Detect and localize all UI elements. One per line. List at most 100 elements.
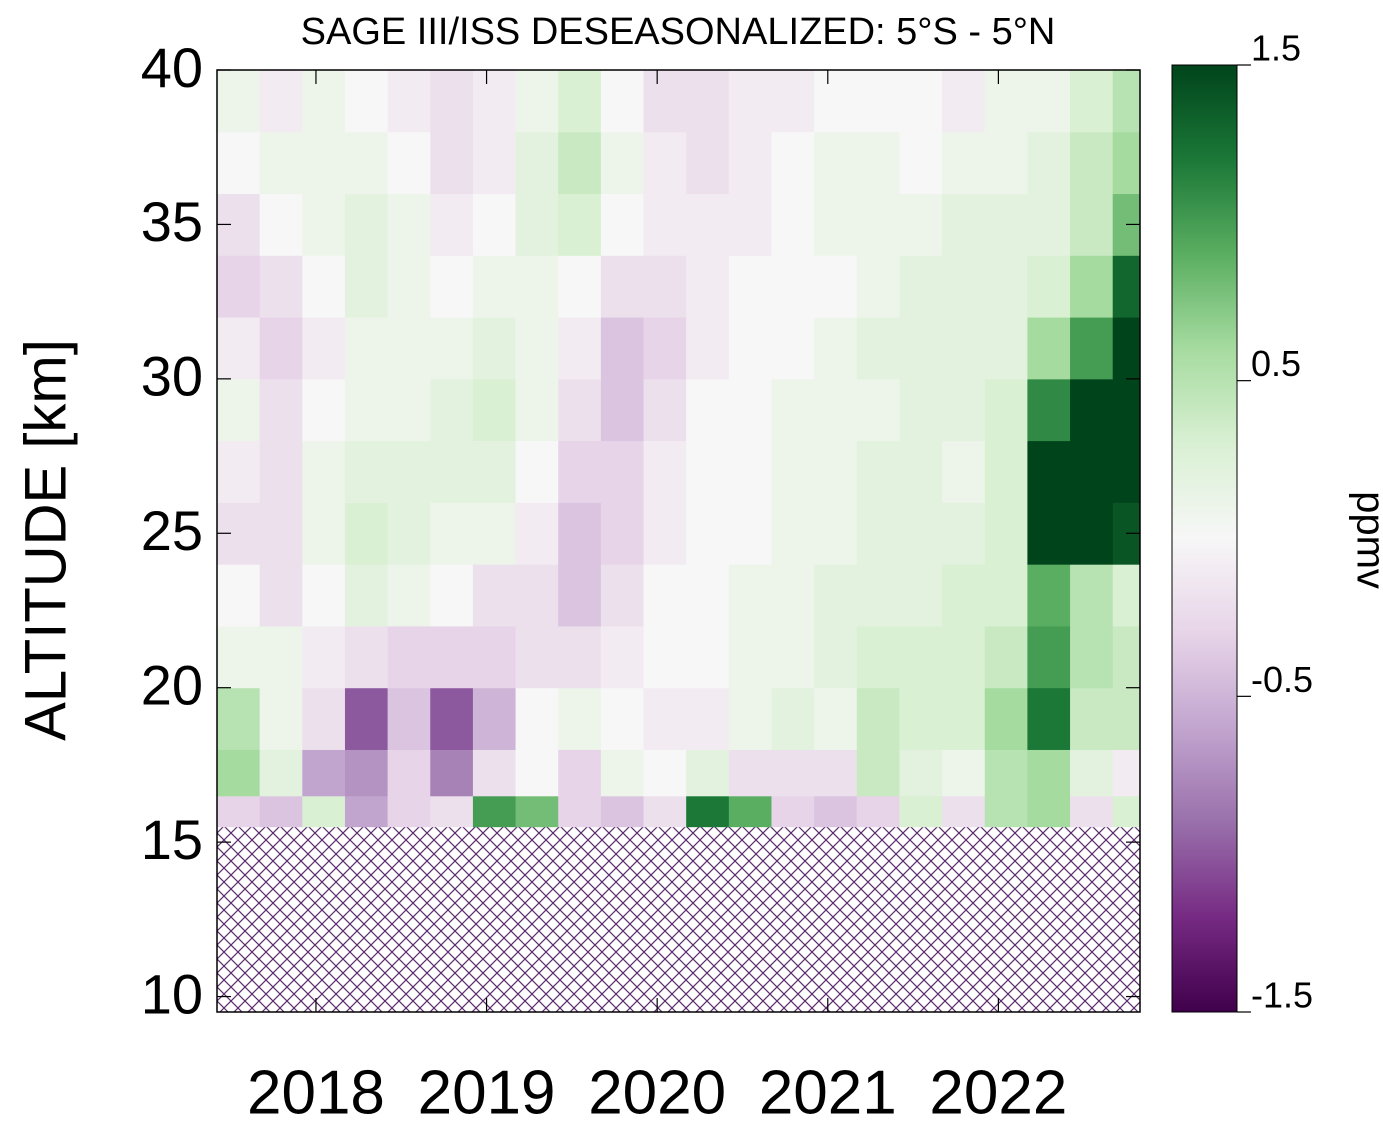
heatmap-cell bbox=[387, 749, 431, 797]
heatmap-cell bbox=[430, 440, 474, 503]
heatmap-cell bbox=[942, 749, 986, 797]
heatmap-cell bbox=[1112, 687, 1141, 750]
heatmap-cell bbox=[814, 795, 858, 828]
heatmap-cell bbox=[856, 440, 900, 503]
heatmap-cell bbox=[472, 440, 517, 503]
heatmap-cell bbox=[984, 378, 1028, 442]
heatmap-cell bbox=[1027, 687, 1071, 750]
heatmap-cell bbox=[686, 193, 730, 256]
heatmap-cell bbox=[814, 70, 858, 133]
heatmap-cell bbox=[686, 564, 730, 627]
heatmap-cell bbox=[430, 70, 474, 133]
colorbar-label: ppmv bbox=[1348, 491, 1383, 589]
heatmap-cell bbox=[558, 440, 602, 503]
heatmap-cell bbox=[1027, 502, 1071, 565]
heatmap-cell bbox=[217, 795, 261, 828]
heatmap-cell bbox=[515, 193, 559, 256]
heatmap-cell bbox=[856, 70, 900, 133]
heatmap-cell bbox=[728, 795, 772, 828]
heatmap-cell bbox=[387, 795, 431, 828]
heatmap-cell bbox=[643, 564, 687, 627]
heatmap-cell bbox=[1112, 131, 1141, 195]
heatmap-cell bbox=[984, 255, 1028, 318]
heatmap-cell bbox=[558, 749, 602, 797]
heatmap-cell bbox=[942, 378, 986, 442]
heatmap-cell bbox=[771, 502, 815, 565]
heatmap-cell bbox=[984, 625, 1028, 689]
heatmap-cell bbox=[515, 687, 559, 750]
heatmap-cell bbox=[515, 70, 559, 133]
colorbar-tick-label: -1.5 bbox=[1251, 975, 1313, 1016]
heatmap-cell bbox=[259, 502, 303, 565]
heatmap-cell bbox=[430, 317, 474, 380]
heatmap-cell bbox=[217, 749, 261, 797]
heatmap-cell bbox=[1027, 625, 1071, 689]
heatmap-cell bbox=[259, 749, 303, 797]
heatmap-cell bbox=[1027, 795, 1071, 828]
heatmap-cell bbox=[643, 687, 687, 750]
heatmap-cell bbox=[387, 317, 431, 380]
heatmap-cell bbox=[600, 826, 645, 1013]
heatmap-cell bbox=[259, 564, 303, 627]
heatmap-cell bbox=[686, 749, 730, 797]
heatmap-cell bbox=[686, 502, 730, 565]
heatmap-cell bbox=[686, 255, 730, 318]
heatmap-cell bbox=[387, 687, 431, 750]
heatmap-cell bbox=[302, 749, 346, 797]
heatmap-cell bbox=[217, 440, 261, 503]
heatmap-cell bbox=[771, 564, 815, 627]
heatmap-cell bbox=[856, 502, 900, 565]
heatmap-cell bbox=[771, 70, 815, 133]
heatmap-cell bbox=[1070, 131, 1114, 195]
heatmap-cell bbox=[515, 795, 559, 828]
heatmap-cell bbox=[1070, 564, 1114, 627]
heatmap-cell bbox=[899, 749, 943, 797]
heatmap-cell bbox=[387, 826, 431, 1013]
heatmap-cell bbox=[1112, 795, 1141, 828]
heatmap-cell bbox=[558, 687, 602, 750]
heatmap-cell bbox=[387, 564, 431, 627]
heatmap-cell bbox=[984, 131, 1028, 195]
y-tick-label: 35 bbox=[141, 190, 203, 253]
colorbar-tick-label: 1.5 bbox=[1251, 28, 1301, 69]
heatmap-cell bbox=[600, 255, 645, 318]
heatmap-cell bbox=[1070, 826, 1114, 1013]
heatmap-cell bbox=[302, 826, 346, 1013]
heatmap-cell bbox=[984, 193, 1028, 256]
heatmap-cell bbox=[984, 795, 1028, 828]
heatmap-cell bbox=[728, 440, 772, 503]
heatmap-cell bbox=[472, 564, 517, 627]
heatmap-cell bbox=[1027, 564, 1071, 627]
heatmap-cell bbox=[1112, 564, 1141, 627]
heatmap-cell bbox=[728, 564, 772, 627]
plot-frame bbox=[216, 69, 1141, 1013]
heatmap-cell bbox=[942, 70, 986, 133]
heatmap-cell bbox=[771, 826, 815, 1013]
heatmap-cell bbox=[430, 749, 474, 797]
heatmap-cell bbox=[1070, 687, 1114, 750]
y-tick-label: 10 bbox=[141, 962, 203, 1025]
heatmap-cell bbox=[515, 131, 559, 195]
colorbar-tick-label: -0.5 bbox=[1251, 659, 1313, 700]
heatmap-cell bbox=[814, 502, 858, 565]
heatmap-cell bbox=[217, 687, 261, 750]
heatmap-cell bbox=[344, 795, 389, 828]
heatmap-cell bbox=[686, 317, 730, 380]
heatmap-cell bbox=[302, 70, 346, 133]
heatmap-cell bbox=[1070, 255, 1114, 318]
heatmap-cell bbox=[472, 317, 517, 380]
heatmap-cell bbox=[856, 317, 900, 380]
heatmap-cell bbox=[728, 70, 772, 133]
heatmap-cell bbox=[686, 378, 730, 442]
heatmap-cell bbox=[259, 795, 303, 828]
heatmap-cell bbox=[515, 625, 559, 689]
heatmap-cell bbox=[984, 440, 1028, 503]
heatmap-cell bbox=[643, 193, 687, 256]
heatmap-cell bbox=[515, 502, 559, 565]
heatmap-cell bbox=[302, 378, 346, 442]
heatmap-cell bbox=[856, 255, 900, 318]
heatmap-cell bbox=[942, 625, 986, 689]
heatmap-cell bbox=[1070, 625, 1114, 689]
heatmap-cell bbox=[856, 564, 900, 627]
